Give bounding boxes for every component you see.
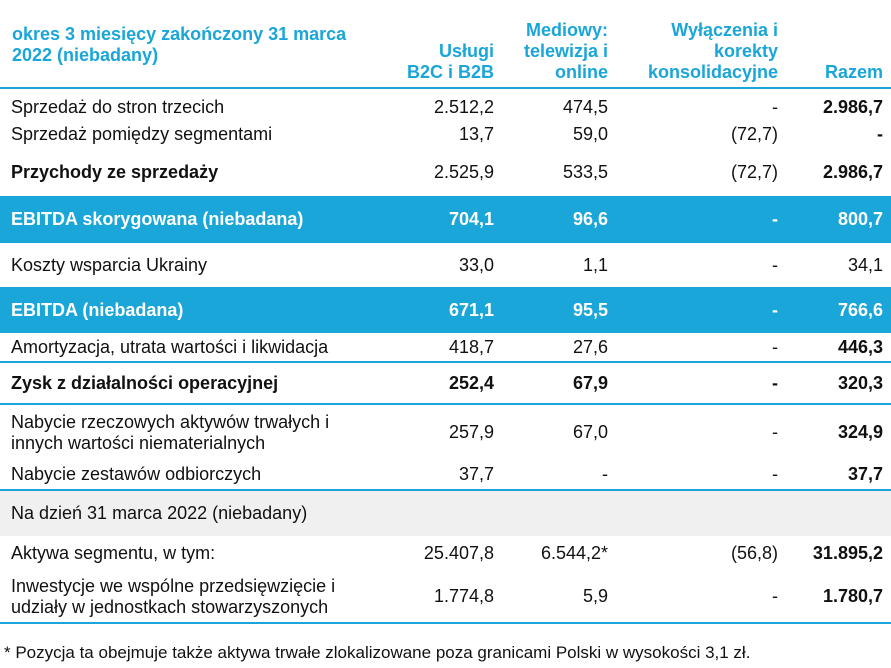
cell-total: 37,7 [847, 464, 883, 484]
cell-elim: - [772, 422, 778, 442]
row-label: Aktywa segmentu, w tym: [11, 543, 216, 563]
cell-media: 67,0 [572, 422, 608, 442]
cell-b2c: 2.525,9 [433, 162, 494, 182]
footnote: * Pozycja ta obejmuje także aktywa trwał… [4, 643, 751, 662]
row-label: Sprzedaż do stron trzecich [11, 96, 225, 117]
table-row: Przychody ze sprzedaży 2.525,9 533,5 (72… [0, 149, 891, 196]
row-label: Inwestycje we wspólne przedsięwzięcie i … [11, 575, 336, 617]
cell-b2c: 2.512,2 [433, 96, 494, 117]
table-row-highlight: EBITDA (niebadana) 671,1 95,5 - 766,6 [0, 287, 891, 333]
cell-elim: (56,8) [730, 543, 778, 563]
cell-b2c: 257,9 [448, 422, 494, 442]
row-label: Przychody ze sprzedaży [11, 162, 219, 182]
table-row: Koszty wsparcia Ukrainy 33,0 1,1 - 34,1 [0, 243, 891, 287]
cell-total: 34,1 [847, 254, 883, 275]
cell-elim: (72,7) [730, 162, 778, 182]
row-label: Zysk z działalności operacyjnej [11, 372, 279, 393]
header-period: okres 3 miesięcy zakończony 31 marca 202… [12, 23, 347, 65]
table-row: Zysk z działalności operacyjnej 252,4 67… [0, 362, 891, 404]
row-label: Sprzedaż pomiędzy segmentami [11, 123, 273, 144]
cell-total: - [877, 123, 883, 144]
cell-media: - [602, 464, 608, 484]
cell-elim: - [772, 299, 778, 320]
cell-media: 6.544,2* [540, 543, 608, 563]
table-row: Nabycie zestawów odbiorczych 37,7 - - 37… [0, 460, 891, 490]
cell-media: 67,9 [572, 372, 608, 393]
cell-total: 2.986,7 [822, 96, 883, 117]
cell-media: 5,9 [582, 586, 608, 606]
cell-media: 27,6 [572, 336, 608, 357]
table-row: Inwestycje we wspólne przedsięwzięcie i … [0, 571, 891, 623]
cell-media: 474,5 [562, 96, 608, 117]
row-label: Nabycie rzeczowych aktywów trwałych i in… [11, 411, 330, 453]
table-header-row: okres 3 miesięcy zakończony 31 marca 202… [0, 0, 891, 88]
row-label: Amortyzacja, utrata wartości i likwidacj… [11, 336, 329, 357]
cell-b2c: 25.407,8 [423, 543, 494, 563]
cell-b2c: 37,7 [458, 464, 494, 484]
cell-elim: (72,7) [730, 123, 778, 144]
cell-elim: - [772, 586, 778, 606]
table-row-highlight: EBITDA skorygowana (niebadana) 704,1 96,… [0, 196, 891, 243]
row-label: Nabycie zestawów odbiorczych [11, 464, 262, 484]
cell-elim: - [772, 254, 778, 275]
cell-media: 1,1 [582, 254, 608, 275]
table-row: Sprzedaż pomiędzy segmentami 13,7 59,0 (… [0, 119, 891, 149]
row-label: EBITDA skorygowana (niebadana) [11, 209, 304, 229]
section-note: Na dzień 31 marca 2022 (niebadany) [11, 503, 308, 523]
header-eliminations: Wyłączenia i korekty konsolidacyjne [647, 20, 778, 82]
cell-total: 766,6 [837, 299, 883, 320]
cell-b2c: 33,0 [458, 254, 494, 275]
cell-media: 95,5 [572, 299, 608, 320]
table-row: Sprzedaż do stron trzecich 2.512,2 474,5… [0, 88, 891, 119]
cell-elim: - [772, 464, 778, 484]
cell-media: 59,0 [572, 123, 608, 144]
cell-total: 320,3 [837, 372, 883, 393]
header-total: Razem [824, 62, 883, 82]
table-row: Aktywa segmentu, w tym: 25.407,8 6.544,2… [0, 536, 891, 571]
cell-elim: - [772, 96, 778, 117]
table-row: Nabycie rzeczowych aktywów trwałych i in… [0, 404, 891, 460]
header-b2c-b2b: Usługi B2C i B2B [406, 41, 494, 82]
cell-elim: - [772, 209, 778, 229]
cell-elim: - [772, 372, 778, 393]
row-label: Koszty wsparcia Ukrainy [11, 254, 208, 275]
cell-b2c: 418,7 [448, 336, 494, 357]
section-note-row: Na dzień 31 marca 2022 (niebadany) [0, 490, 891, 536]
header-media: Mediowy: telewizja i online [523, 20, 608, 82]
cell-total: 1.780,7 [822, 586, 883, 606]
cell-media: 96,6 [572, 209, 608, 229]
cell-media: 533,5 [562, 162, 608, 182]
cell-b2c: 13,7 [458, 123, 494, 144]
cell-total: 800,7 [837, 209, 883, 229]
cell-elim: - [772, 336, 778, 357]
row-label: EBITDA (niebadana) [11, 299, 184, 320]
cell-b2c: 1.774,8 [433, 586, 494, 606]
cell-total: 2.986,7 [822, 162, 883, 182]
cell-b2c: 252,4 [448, 372, 494, 393]
cell-total: 324,9 [837, 422, 883, 442]
cell-b2c: 704,1 [448, 209, 494, 229]
cell-total: 31.895,2 [812, 543, 883, 563]
cell-total: 446,3 [837, 336, 883, 357]
segment-results-table: okres 3 miesięcy zakończony 31 marca 202… [0, 0, 891, 623]
table-row: Amortyzacja, utrata wartości i likwidacj… [0, 333, 891, 362]
cell-b2c: 671,1 [448, 299, 494, 320]
